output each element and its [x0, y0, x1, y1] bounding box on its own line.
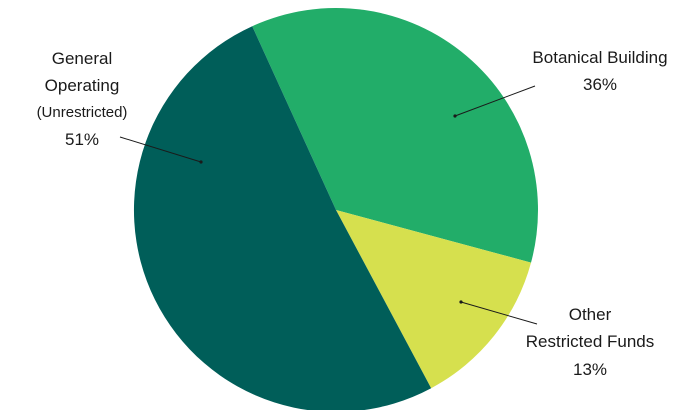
- leader-dot-general: [199, 160, 203, 164]
- leader-lines: [119, 85, 538, 325]
- label-botanical-percent: 36%: [583, 75, 617, 94]
- leader-line-botanical: [454, 85, 536, 117]
- label-general-percent: 51%: [65, 130, 99, 149]
- label-other-percent: 13%: [573, 360, 607, 379]
- leader-dot-botanical: [453, 114, 457, 118]
- label-botanical-name: Botanical Building: [532, 48, 667, 67]
- label-general-line1: General: [52, 49, 112, 68]
- label-general-line3: (Unrestricted): [37, 104, 128, 121]
- label-other: Other Restricted Funds 13%: [526, 305, 655, 379]
- leader-line-general: [119, 136, 202, 163]
- label-other-line2: Restricted Funds: [526, 332, 655, 351]
- leader-dot-other: [459, 300, 463, 304]
- pie-slices: [134, 7, 539, 410]
- slice-other: [336, 210, 532, 389]
- slice-botanical: [252, 7, 539, 263]
- label-other-line1: Other: [569, 305, 612, 324]
- label-general: General Operating (Unrestricted) 51%: [37, 49, 128, 149]
- slice-general: [134, 26, 432, 410]
- label-general-line2: Operating: [45, 76, 120, 95]
- label-botanical: Botanical Building 36%: [532, 48, 667, 94]
- leader-line-other: [460, 301, 538, 325]
